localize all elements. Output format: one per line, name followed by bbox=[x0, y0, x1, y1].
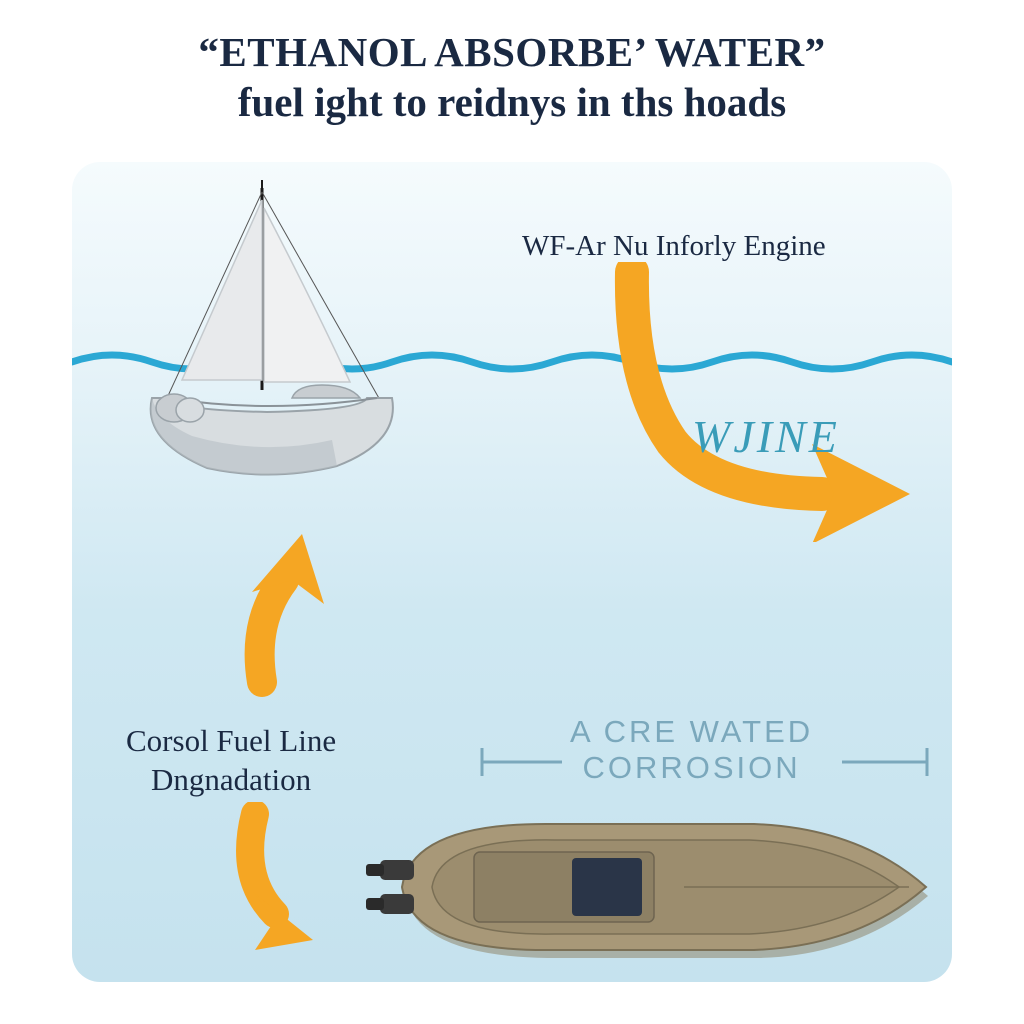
arrow-up-left bbox=[222, 532, 382, 702]
fuel-line-label: Corsol Fuel Line Dngnadation bbox=[126, 722, 336, 800]
fuel-line-l1: Corsol Fuel Line bbox=[126, 723, 336, 758]
title-block: “ETHANOL ABSORBE’ WATER” fuel ight to re… bbox=[0, 0, 1024, 126]
sailboat-icon bbox=[112, 180, 432, 490]
topview-boat-icon bbox=[354, 802, 934, 972]
wjine-label: WJINE bbox=[692, 410, 840, 463]
arrow-engine bbox=[512, 262, 922, 542]
diagram-panel: WF-Ar Nu Inforly Engine WJINE Corsol Fue… bbox=[72, 162, 952, 982]
corrosion-label: A CRE WATED CORROSION bbox=[570, 714, 813, 785]
engine-label: WF-Ar Nu Inforly Engine bbox=[522, 230, 826, 263]
corrosion-l1: A CRE WATED bbox=[570, 714, 813, 749]
corrosion-l2: CORROSION bbox=[582, 750, 800, 785]
fuel-line-l2: Dngnadation bbox=[151, 762, 311, 797]
title-line2: fuel ight to reidnys in ths hoads bbox=[0, 78, 1024, 126]
title-line1: “ETHANOL ABSORBE’ WATER” bbox=[0, 28, 1024, 76]
arrow-down-right bbox=[217, 802, 377, 952]
